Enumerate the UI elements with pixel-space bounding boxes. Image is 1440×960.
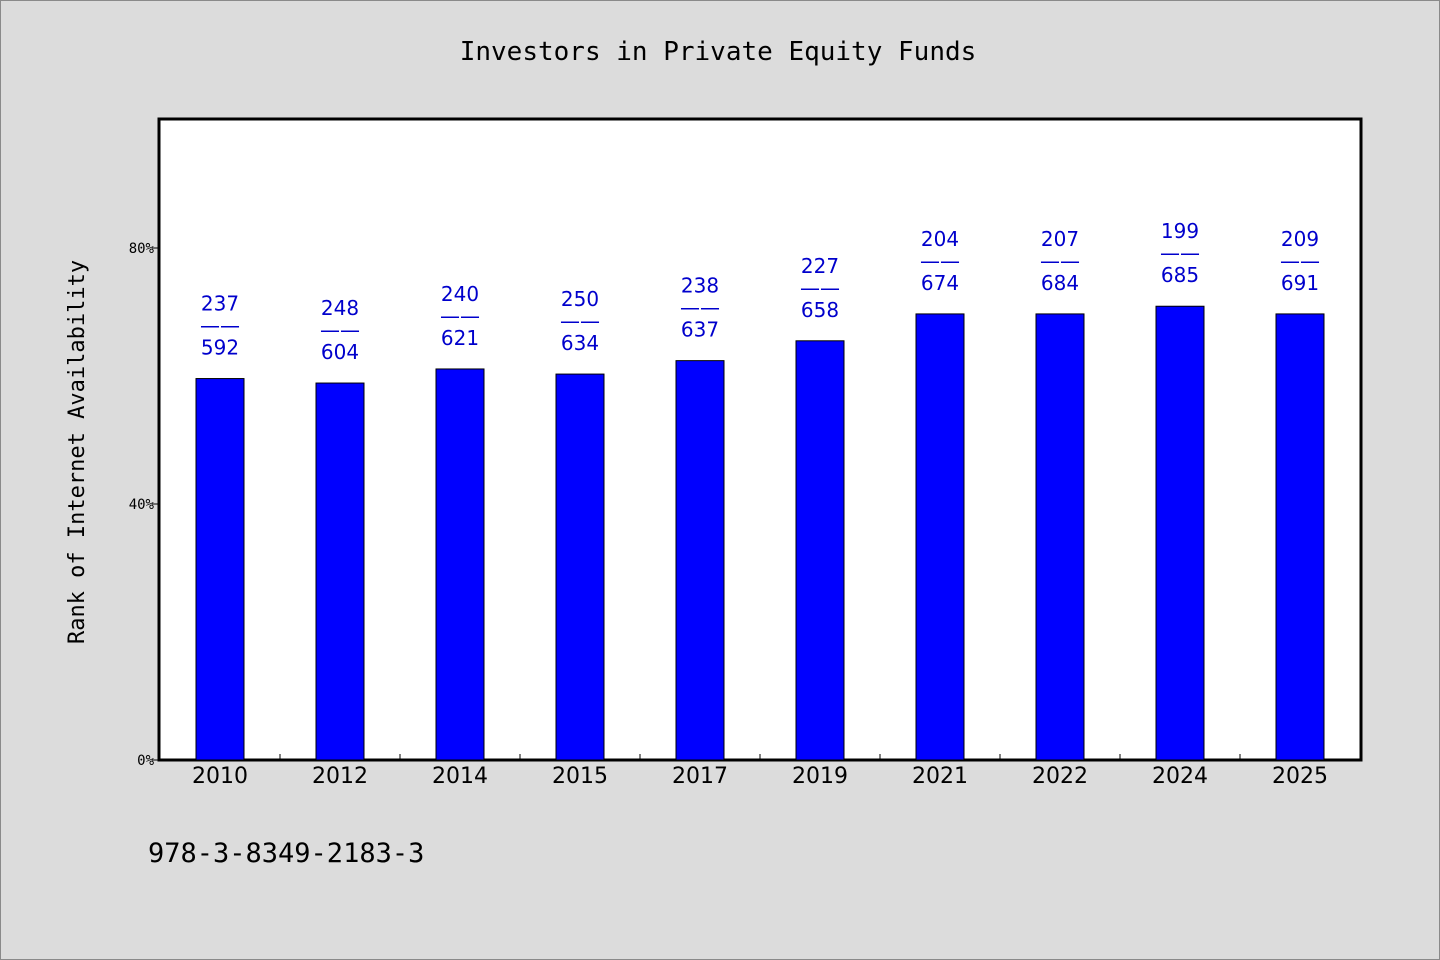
bar-label-top: 207 — [1041, 227, 1079, 251]
y-tick-label: 40% — [129, 497, 155, 513]
bar — [315, 382, 365, 761]
x-tick-label: 2024 — [1152, 764, 1208, 789]
bar-label-bottom: 658 — [801, 298, 839, 322]
bar — [915, 313, 965, 761]
x-tick-label: 2022 — [1032, 764, 1088, 789]
bar-label-top: 199 — [1161, 219, 1199, 243]
bar — [555, 373, 605, 761]
bar-label-bottom: 691 — [1281, 271, 1319, 295]
bar — [1035, 313, 1085, 761]
bar-label-bottom: 592 — [201, 336, 239, 360]
bar-label-bottom: 684 — [1041, 271, 1079, 295]
x-tick-label: 2025 — [1272, 764, 1328, 789]
bar-label-bottom: 637 — [681, 318, 719, 342]
bar — [435, 368, 485, 761]
bar — [1155, 305, 1205, 761]
bar-label-separator: —— — [1160, 241, 1200, 265]
bars — [195, 305, 1325, 761]
bar-label-separator: —— — [1280, 249, 1320, 273]
bar-label-bottom: 685 — [1161, 263, 1199, 287]
bar-label-top: 250 — [561, 287, 599, 311]
bar-label-separator: —— — [1040, 249, 1080, 273]
bar-label-top: 237 — [201, 292, 239, 316]
x-tick-label: 2015 — [552, 764, 608, 789]
bar-label-separator: —— — [200, 314, 240, 338]
x-tick-label: 2010 — [192, 764, 248, 789]
bar-label-separator: —— — [560, 309, 600, 333]
y-tick-label: 80% — [129, 241, 155, 257]
bar-label-bottom: 674 — [921, 271, 959, 295]
x-tick-label: 2014 — [432, 764, 488, 789]
bar-label-bottom: 621 — [441, 326, 479, 350]
bar-label-top: 209 — [1281, 227, 1319, 251]
bar-label-top: 238 — [681, 274, 719, 298]
x-tick-label: 2012 — [312, 764, 368, 789]
bar — [195, 378, 245, 761]
bar — [795, 340, 845, 761]
bar-label-top: 204 — [921, 227, 959, 251]
chart-title: Investors in Private Equity Funds — [460, 37, 977, 67]
bar-label-top: 240 — [441, 282, 479, 306]
bar-label-top: 248 — [321, 296, 359, 320]
x-tick-label: 2017 — [672, 764, 728, 789]
y-axis: 0% 40% 80% — [129, 241, 160, 769]
bar — [675, 360, 725, 761]
bar-label-separator: —— — [680, 296, 720, 320]
x-tick-label: 2021 — [912, 764, 968, 789]
x-axis: 2010 2012 2014 2015 2017 2019 2021 2022 2024 2025 — [192, 754, 1328, 789]
bar-label-top: 227 — [801, 254, 839, 278]
bar-label-bottom: 604 — [321, 340, 359, 364]
x-tick-label: 2019 — [792, 764, 848, 789]
bar-value-labels: 237——592248——604240——621250——634238——637… — [200, 219, 1320, 364]
bar-label-separator: —— — [440, 304, 480, 328]
isbn-text: 978-3-8349-2183-3 — [148, 838, 424, 869]
bar-label-separator: —— — [920, 249, 960, 273]
bar-label-separator: —— — [320, 318, 360, 342]
y-axis-label: Rank of Internet Availability — [65, 260, 90, 644]
y-tick-label: 0% — [137, 753, 154, 769]
bar — [1275, 313, 1325, 761]
bar-label-bottom: 634 — [561, 331, 599, 355]
bar-label-separator: —— — [800, 276, 840, 300]
